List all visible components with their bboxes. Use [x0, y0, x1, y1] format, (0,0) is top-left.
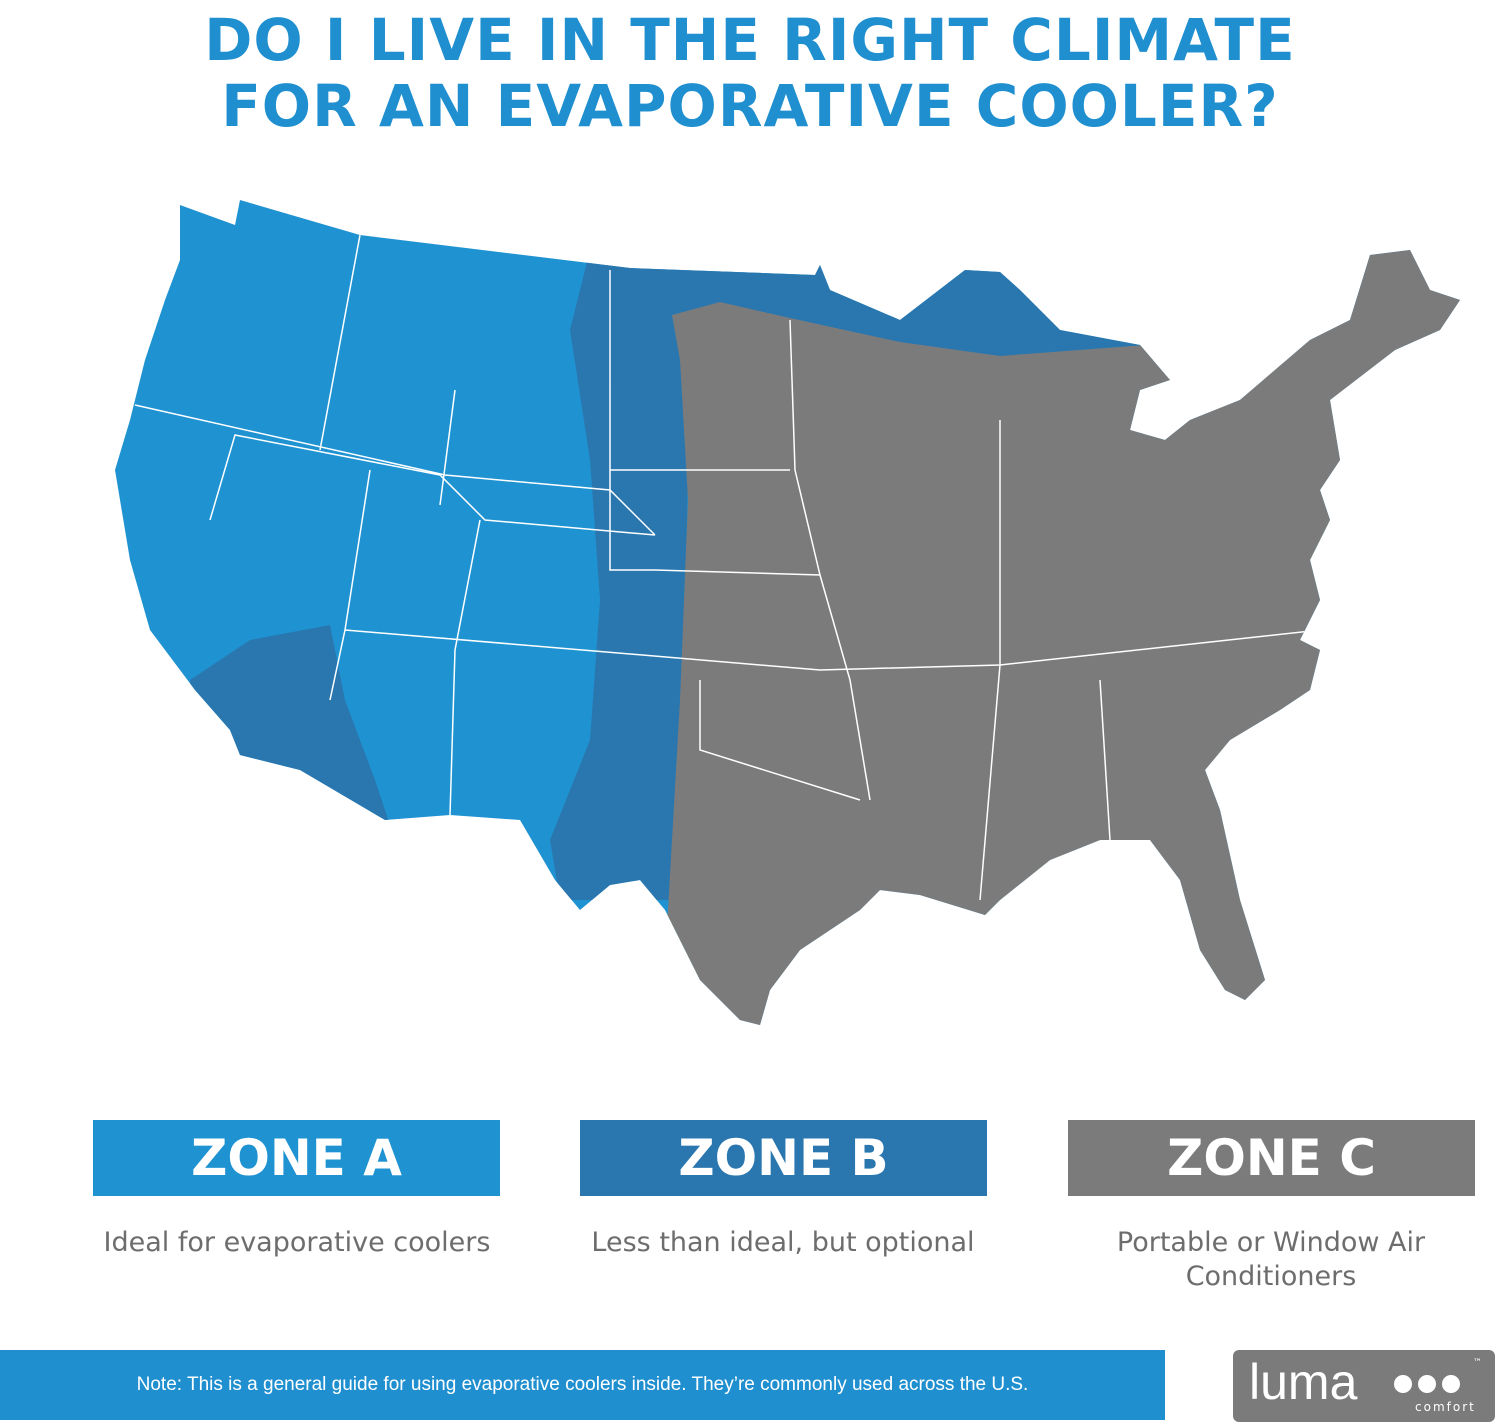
logo-tagline: comfort: [1415, 1400, 1476, 1414]
zone-label: ZONE A: [93, 1120, 500, 1196]
title-line: FOR AN EVAPORATIVE COOLER?: [221, 72, 1279, 140]
map-regions: [115, 200, 1460, 1025]
state-borders: [134, 234, 1321, 901]
zone-description: Portable or Window Air Conditioners: [1116, 1227, 1426, 1292]
zone-label: ZONE C: [1068, 1120, 1475, 1196]
note-bar: Note: This is a general guide for using …: [0, 1350, 1165, 1420]
logo: luma comfort ™: [1233, 1350, 1495, 1422]
logo-name: luma: [1249, 1354, 1358, 1410]
us-map: [115, 200, 1460, 1025]
zone-label: ZONE B: [580, 1120, 987, 1196]
logo-mark: ™: [1473, 1358, 1482, 1368]
title-line: DO I LIVE IN THE RIGHT CLIMATE: [204, 6, 1296, 74]
zone-description: Less than ideal, but optional: [591, 1227, 975, 1258]
zone-description: Ideal for evaporative coolers: [103, 1227, 491, 1258]
note-text: Note: This is a general guide for using …: [136, 1374, 1029, 1395]
logo-dots: [1394, 1375, 1460, 1393]
